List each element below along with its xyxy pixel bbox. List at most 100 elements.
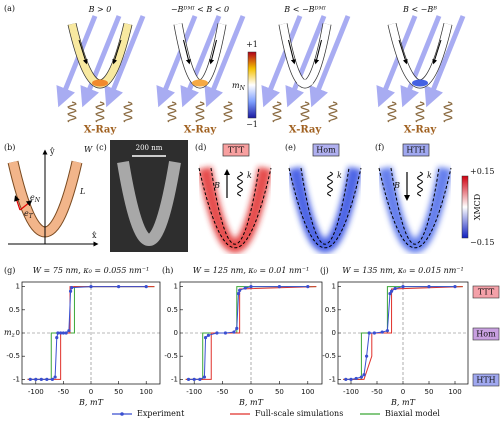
- plot-frame: [179, 281, 323, 385]
- panel-label: (c): [96, 143, 107, 152]
- xray-arrow: [261, 15, 303, 108]
- width-label: W: [84, 145, 93, 154]
- series-line: [188, 286, 308, 380]
- data-point: [117, 285, 121, 289]
- colorbar-label-sub: N: [239, 85, 246, 92]
- x-axis-label: B, mT: [78, 398, 104, 407]
- colorbar: [461, 175, 469, 239]
- y-tick-label: 0: [16, 329, 20, 337]
- data-point: [362, 373, 366, 377]
- panel-label: (a): [4, 4, 15, 13]
- condition: B < −Bᴰᴹᴵ: [283, 5, 326, 14]
- xray-arrow: [104, 15, 146, 108]
- magnetization-spot: [192, 79, 208, 87]
- field-label: B: [213, 181, 220, 190]
- data-point: [39, 377, 43, 381]
- state-label: TTT: [228, 146, 245, 155]
- helix-icon: [223, 101, 233, 123]
- data-point: [198, 377, 202, 381]
- moment-arrow: [288, 39, 296, 65]
- panel-label: (b): [4, 143, 15, 152]
- data-point: [385, 329, 389, 333]
- xmcd-wire: [288, 166, 362, 253]
- y-tick-label: -1: [171, 375, 178, 383]
- scale-label: 200 nm: [136, 144, 163, 152]
- x-tick-label: -100: [343, 388, 359, 396]
- wire-edge: [390, 167, 440, 245]
- colorbar-max: +1: [246, 40, 258, 49]
- x-tick-label: -50: [58, 388, 69, 396]
- xray-arrow: [309, 15, 351, 108]
- y-tick-label: -1: [329, 375, 336, 383]
- xray-arrow: [204, 15, 246, 108]
- data-point: [243, 286, 247, 290]
- wire-edge: [288, 167, 362, 249]
- wire: [279, 23, 331, 88]
- x-tick-label: 0: [249, 388, 253, 396]
- plot-frame: [21, 281, 161, 385]
- condition: −Bᴰᴹᴵ < B < 0: [171, 5, 229, 14]
- data-point: [277, 285, 281, 289]
- xray-label: X-Ray: [289, 125, 323, 136]
- x-tick-label: 50: [275, 388, 284, 396]
- wire-edge: [378, 167, 452, 249]
- panel-label: (e): [285, 143, 296, 152]
- data-point: [89, 285, 93, 289]
- magnetization-spot: [92, 79, 108, 87]
- xray-wave: [416, 171, 424, 197]
- wave-label: k: [427, 171, 432, 180]
- helix-icon: [300, 101, 310, 123]
- normal-label: eN: [30, 193, 41, 204]
- data-point: [203, 336, 208, 340]
- y-tick-label: -0.5: [322, 352, 336, 360]
- data-point: [55, 336, 59, 340]
- helix-icon: [195, 101, 205, 123]
- data-point: [232, 330, 236, 334]
- y-tick-label: 0: [332, 329, 336, 337]
- sem-wire: [117, 161, 181, 246]
- condition: B > 0: [88, 5, 112, 14]
- colorbar-label: XMCD: [473, 194, 482, 220]
- data-point: [59, 331, 63, 335]
- data-point: [349, 377, 353, 381]
- data-point: [354, 376, 358, 381]
- helix-icon: [443, 101, 453, 123]
- wire-edge: [210, 167, 260, 245]
- data-point: [28, 377, 32, 381]
- y-axis-label: ŷ: [49, 147, 55, 156]
- xray-wave: [236, 171, 244, 197]
- colorbar-min: −1: [246, 120, 258, 129]
- x-tick-label: 0: [89, 388, 93, 396]
- legend-label: Biaxial model: [385, 409, 440, 418]
- y-tick-label: 1: [16, 283, 20, 291]
- data-point: [34, 377, 38, 381]
- helix-icon: [272, 101, 282, 123]
- xmcd-wire: [198, 166, 272, 253]
- y-tick-label: -1: [13, 375, 20, 383]
- helix-icon: [123, 101, 133, 123]
- y-tick-label: 0: [174, 329, 178, 337]
- x-tick-label: 50: [114, 388, 123, 396]
- state-box: [472, 327, 500, 341]
- tangent-vector: [14, 195, 21, 211]
- data-point: [388, 291, 392, 296]
- data-point: [427, 285, 431, 289]
- wire-edge: [198, 167, 272, 249]
- legend-label: Experiment: [137, 409, 185, 418]
- data-point: [389, 289, 394, 293]
- y-tick-label: -0.5: [164, 352, 178, 360]
- y-axis-label-sub: z: [11, 332, 16, 339]
- x-tick-label: 100: [301, 388, 314, 396]
- field-label: B: [393, 181, 400, 190]
- data-point: [70, 285, 74, 290]
- x-tick-label: -100: [28, 388, 44, 396]
- y-axis-label: mz: [4, 328, 16, 339]
- series-line: [345, 286, 455, 380]
- x-tick-label: 50: [425, 388, 434, 396]
- xray-label: X-Ray: [84, 125, 118, 136]
- data-point: [192, 377, 196, 381]
- data-point: [45, 377, 49, 381]
- tangent-label-base: e: [24, 209, 29, 218]
- x-tick-label: -50: [371, 388, 382, 396]
- condition: B < −Bᴮ: [402, 5, 437, 14]
